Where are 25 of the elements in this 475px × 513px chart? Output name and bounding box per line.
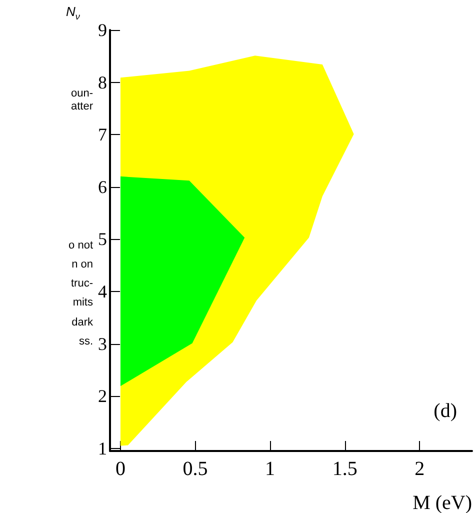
x-tick-label: 1: [265, 458, 276, 480]
y-tick-label: 5: [98, 229, 107, 250]
text: n on: [72, 258, 93, 270]
text: ss.: [78, 336, 93, 348]
annotation: (d): [434, 400, 457, 423]
x-tick-label: 2: [414, 458, 425, 480]
text: o not: [68, 240, 93, 252]
text: dark: [72, 316, 94, 328]
x-tick-label: 1.5: [332, 458, 358, 480]
x-axis-title: M (eV): [412, 492, 472, 513]
y-tick-label: 2: [98, 386, 107, 406]
x-tick-label: 0: [115, 458, 126, 480]
y-tick-label: 1: [98, 438, 107, 458]
text: truc-: [71, 278, 94, 290]
x-tick-label: 0.5: [182, 458, 208, 480]
text: oun-: [70, 88, 94, 100]
y-tick-label: 3: [98, 334, 107, 354]
y-tick-label: 9: [98, 20, 107, 40]
text: mits: [72, 296, 94, 308]
y-axis-title: N$_{ν}$: [66, 4, 80, 22]
y-tick-label: 4: [98, 281, 107, 302]
text: atter: [70, 100, 94, 112]
y-tick-label: 7: [98, 124, 107, 145]
y-tick-label: 6: [98, 176, 107, 197]
y-tick-label: 8: [98, 72, 107, 92]
